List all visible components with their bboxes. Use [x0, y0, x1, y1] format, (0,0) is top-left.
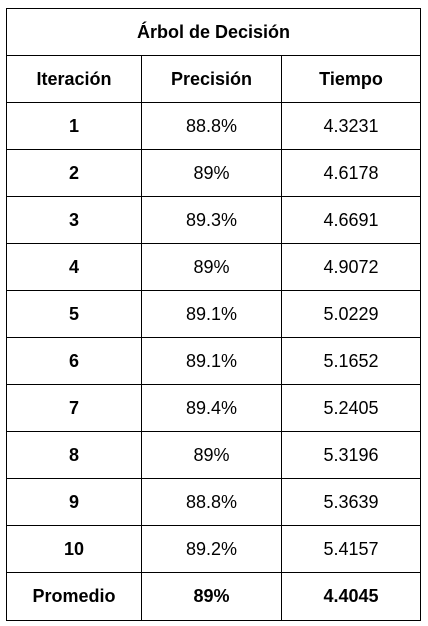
cell-precision: 89.2%	[141, 525, 282, 573]
cell-time: 4.6178	[281, 149, 421, 197]
column-header-iteration: Iteración	[6, 55, 142, 103]
table-row: 2 89% 4.6178	[6, 149, 421, 197]
table-row: 5 89.1% 5.0229	[6, 290, 421, 338]
cell-time: 4.6691	[281, 196, 421, 244]
table-row: 10 89.2% 5.4157	[6, 525, 421, 573]
summary-label: Promedio	[6, 572, 142, 621]
table-summary-row: Promedio 89% 4.4045	[6, 572, 421, 621]
table-row: 8 89% 5.3196	[6, 431, 421, 479]
cell-precision: 88.8%	[141, 478, 282, 526]
cell-iteration: 9	[6, 478, 142, 526]
cell-time: 5.2405	[281, 384, 421, 432]
cell-time: 5.1652	[281, 337, 421, 385]
cell-iteration: 5	[6, 290, 142, 338]
cell-iteration: 8	[6, 431, 142, 479]
summary-precision: 89%	[141, 572, 282, 621]
summary-time: 4.4045	[281, 572, 421, 621]
cell-iteration: 6	[6, 337, 142, 385]
cell-precision: 89.1%	[141, 290, 282, 338]
table-row: 6 89.1% 5.1652	[6, 337, 421, 385]
cell-precision: 89.4%	[141, 384, 282, 432]
table-row: 1 88.8% 4.3231	[6, 102, 421, 150]
cell-time: 5.3639	[281, 478, 421, 526]
cell-iteration: 3	[6, 196, 142, 244]
cell-time: 5.3196	[281, 431, 421, 479]
table-row: 7 89.4% 5.2405	[6, 384, 421, 432]
decision-tree-results-table: Árbol de Decisión Iteración Precisión Ti…	[6, 8, 421, 621]
cell-precision: 89%	[141, 149, 282, 197]
table-row: 9 88.8% 5.3639	[6, 478, 421, 526]
cell-time: 4.3231	[281, 102, 421, 150]
table-title-row: Árbol de Decisión	[6, 8, 421, 56]
cell-precision: 89.3%	[141, 196, 282, 244]
column-header-precision: Precisión	[141, 55, 282, 103]
cell-precision: 88.8%	[141, 102, 282, 150]
cell-precision: 89.1%	[141, 337, 282, 385]
cell-precision: 89%	[141, 243, 282, 291]
table-row: 3 89.3% 4.6691	[6, 196, 421, 244]
cell-time: 5.4157	[281, 525, 421, 573]
cell-time: 4.9072	[281, 243, 421, 291]
table-title: Árbol de Decisión	[6, 8, 421, 56]
cell-iteration: 4	[6, 243, 142, 291]
cell-precision: 89%	[141, 431, 282, 479]
column-header-time: Tiempo	[281, 55, 421, 103]
cell-iteration: 1	[6, 102, 142, 150]
table-header-row: Iteración Precisión Tiempo	[6, 55, 421, 103]
cell-iteration: 2	[6, 149, 142, 197]
cell-time: 5.0229	[281, 290, 421, 338]
table-row: 4 89% 4.9072	[6, 243, 421, 291]
cell-iteration: 7	[6, 384, 142, 432]
cell-iteration: 10	[6, 525, 142, 573]
